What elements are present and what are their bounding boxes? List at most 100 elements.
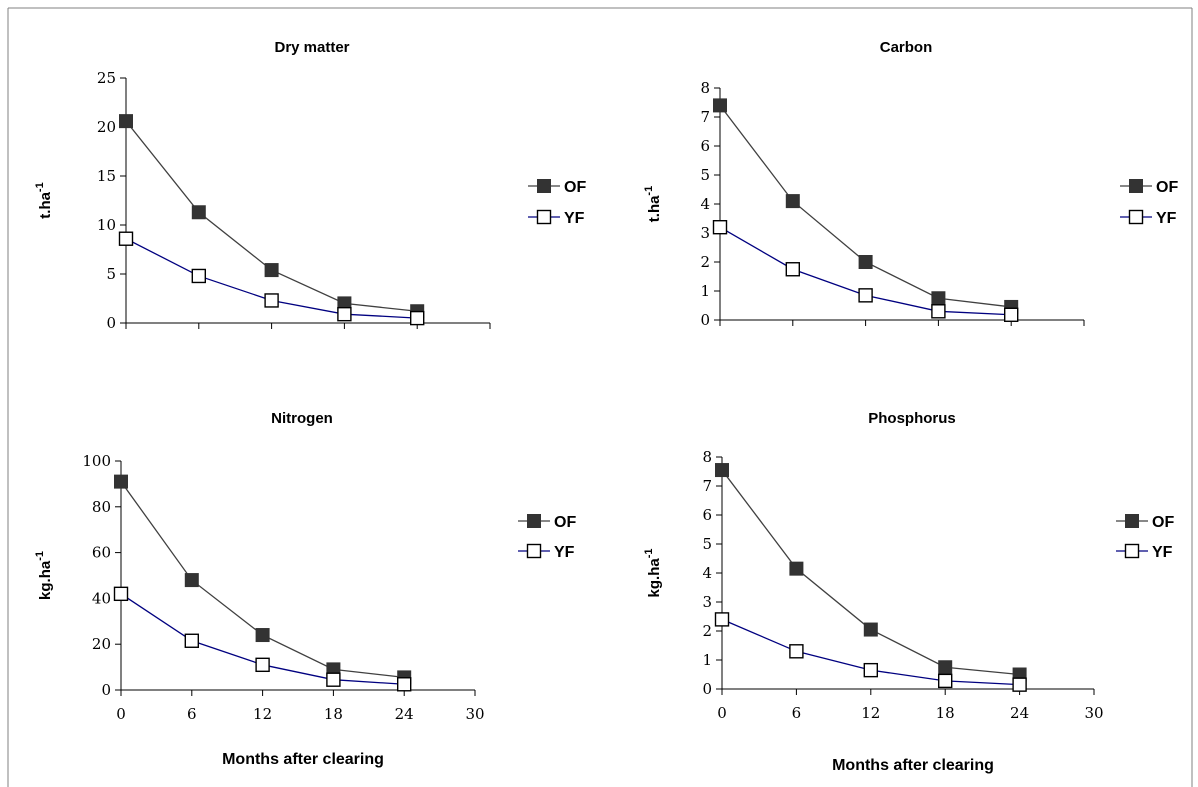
y-axis-label: t.ha-1 [34, 182, 54, 218]
x-tick-label: 18 [936, 704, 955, 722]
data-point-of [114, 474, 128, 489]
legend-label-of: OF [1156, 179, 1178, 196]
x-axis-label: Months after clearing [832, 757, 994, 774]
chart-1: Dry matter 0 5 10 15 20 25 t.ha-1 OF YF [34, 39, 586, 332]
chart-title: Carbon [880, 39, 933, 56]
y-tick-label: 3 [700, 224, 710, 242]
x-tick-label: 0 [717, 704, 727, 722]
data-point-of [255, 628, 270, 643]
y-tick-label: 4 [700, 195, 710, 213]
data-point-yf [1004, 307, 1019, 322]
data-point-yf [714, 612, 730, 627]
y-tick-label: 5 [702, 535, 712, 553]
y-tick-label: 3 [702, 593, 712, 611]
data-point-of [184, 573, 199, 588]
data-point-yf [337, 306, 352, 322]
y-tick-label: 0 [106, 314, 116, 332]
data-point-of [191, 205, 206, 220]
legend-marker-of [1129, 179, 1143, 193]
data-point-yf [1012, 677, 1027, 692]
x-tick-label: 18 [324, 705, 343, 723]
data-point-yf [118, 231, 134, 246]
y-tick-label: 20 [92, 635, 111, 653]
series-line-of [125, 120, 418, 312]
chart-title: Phosphorus [868, 410, 956, 427]
data-point-yf [113, 586, 129, 602]
series-line-of [719, 105, 1012, 308]
x-tick-label: 30 [465, 705, 484, 723]
legend-label-yf: YF [1152, 544, 1173, 561]
data-point-yf [410, 310, 425, 326]
chart-title: Nitrogen [271, 410, 333, 427]
legend-label-of: OF [554, 514, 576, 531]
x-tick-label: 12 [253, 705, 272, 723]
legend-marker-of [1125, 514, 1139, 528]
y-tick-label: 0 [700, 311, 710, 329]
series-line-of [120, 481, 405, 679]
data-point-yf [858, 288, 873, 303]
data-point-yf [326, 672, 341, 687]
y-tick-label: 7 [702, 477, 712, 495]
data-point-of [715, 463, 729, 478]
x-tick-label: 12 [861, 704, 880, 722]
chart-3: Nitrogen 0 20 40 60 80 100 0 6 12 18 24 30 kg.ha-1 Mon… [34, 410, 576, 768]
data-point-yf [255, 657, 270, 673]
legend-label-yf: YF [564, 210, 585, 227]
y-tick-label: 80 [92, 498, 111, 516]
legend-marker-yf [1128, 209, 1144, 225]
y-axis-label: t.ha-1 [643, 186, 663, 222]
data-point-of [938, 660, 953, 675]
y-tick-label: 60 [92, 544, 111, 562]
y-tick-label: 6 [700, 137, 710, 155]
x-tick-label: 30 [1084, 704, 1103, 722]
y-tick-label: 1 [700, 282, 710, 300]
x-tick-label: 24 [1010, 704, 1029, 722]
data-point-of [264, 263, 279, 278]
legend-label-yf: YF [1156, 210, 1177, 227]
y-tick-label: 4 [702, 564, 712, 582]
y-tick-label: 2 [700, 253, 710, 271]
legend-marker-of [537, 179, 551, 193]
x-tick-label: 6 [792, 704, 802, 722]
legend-marker-yf [1124, 543, 1140, 559]
y-tick-label: 15 [97, 167, 116, 185]
y-tick-label: 0 [702, 680, 712, 698]
legend-label-of: OF [1152, 514, 1174, 531]
y-tick-label: 25 [97, 69, 116, 87]
data-point-of [713, 98, 727, 113]
y-tick-label: 2 [702, 622, 712, 640]
data-point-yf [931, 304, 946, 319]
data-point-yf [789, 644, 804, 659]
legend-label-of: OF [564, 179, 586, 196]
y-tick-label: 20 [97, 118, 116, 136]
y-tick-label: 6 [702, 506, 712, 524]
y-tick-label: 10 [97, 216, 116, 234]
legend-marker-yf [536, 209, 552, 225]
x-tick-label: 24 [395, 705, 414, 723]
y-tick-label: 7 [700, 108, 710, 126]
data-point-yf [184, 633, 200, 648]
data-point-yf [712, 219, 728, 235]
x-axis-label: Months after clearing [222, 751, 384, 768]
y-axis-label: kg.ha-1 [34, 551, 54, 600]
y-axis-label: kg.ha-1 [643, 549, 663, 598]
x-tick-label: 6 [187, 705, 197, 723]
data-point-yf [397, 677, 412, 692]
legend-label-yf: YF [554, 544, 575, 561]
y-tick-label: 5 [700, 166, 710, 184]
data-point-yf [938, 673, 953, 689]
y-tick-label: 1 [702, 651, 712, 669]
data-point-yf [785, 262, 800, 277]
y-tick-label: 0 [101, 681, 111, 699]
data-point-of [863, 622, 878, 637]
data-point-of [931, 291, 946, 306]
data-point-of [119, 114, 133, 129]
legend-marker-yf [526, 543, 542, 559]
series-line-of [721, 469, 1020, 676]
data-point-of [785, 194, 800, 209]
y-tick-label: 5 [106, 265, 116, 283]
data-point-yf [863, 662, 878, 678]
data-point-yf [191, 268, 207, 284]
